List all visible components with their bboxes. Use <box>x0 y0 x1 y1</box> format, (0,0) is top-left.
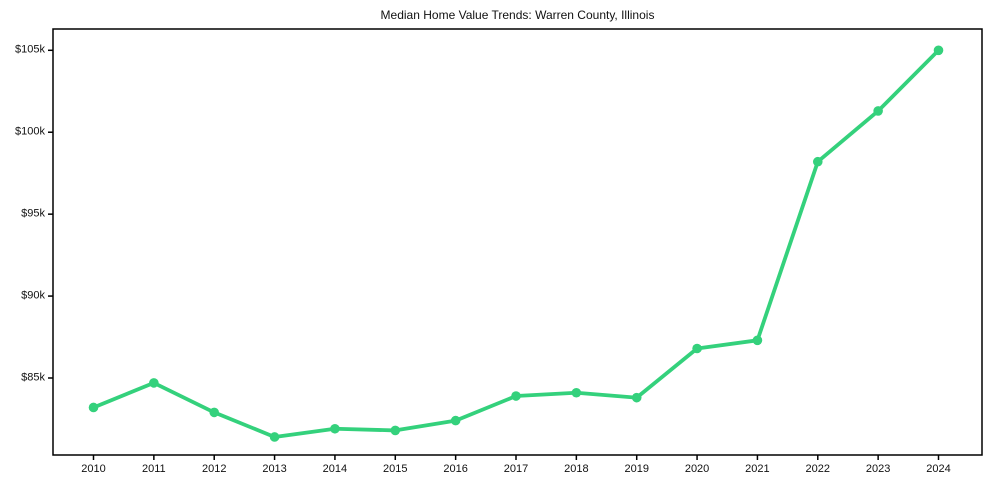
x-tick-label: 2022 <box>805 463 831 475</box>
x-tick-label: 2019 <box>624 463 649 475</box>
data-point-2021 <box>752 335 763 346</box>
x-tick-label: 2012 <box>201 463 227 475</box>
data-point-2012 <box>209 407 220 418</box>
y-tick-label: $85k <box>21 371 45 384</box>
data-point-2011 <box>149 378 159 388</box>
data-point-2014 <box>330 423 340 434</box>
x-tick-label: 2018 <box>564 463 589 475</box>
data-point-2022 <box>812 156 823 167</box>
x-tick-label: 2013 <box>262 463 287 475</box>
x-tick-label: 2011 <box>142 463 166 475</box>
data-point-2024 <box>933 45 944 56</box>
y-tick-label: $100k <box>15 125 45 138</box>
x-tick-label: 2020 <box>684 463 710 475</box>
y-tick-label: $95k <box>21 207 45 220</box>
x-tick-label: 2017 <box>503 463 529 475</box>
plot-border <box>52 28 983 456</box>
y-tick-label: $90k <box>21 289 45 302</box>
x-tick-label: 2024 <box>926 463 951 475</box>
data-point-2016 <box>450 415 461 426</box>
data-point-2015 <box>390 425 401 436</box>
data-point-2020 <box>692 343 702 354</box>
x-tick-label: 2021 <box>745 463 770 475</box>
x-tick-label: 2010 <box>81 463 106 475</box>
data-point-2018 <box>571 387 582 398</box>
trend-line <box>91 48 941 439</box>
x-tick-label: 2014 <box>322 463 348 475</box>
data-point-2017 <box>511 391 521 401</box>
chart-title: Median Home Value Trends: Warren County,… <box>380 8 655 22</box>
x-tick-label: 2023 <box>865 463 891 475</box>
data-point-2013 <box>269 432 280 442</box>
x-tick-label: 2016 <box>443 463 468 475</box>
data-point-2010 <box>88 402 99 413</box>
data-point-2023 <box>873 106 883 116</box>
data-point-2019 <box>631 392 642 403</box>
y-tick-label: $105k <box>15 43 45 56</box>
x-tick-label: 2015 <box>383 463 408 475</box>
